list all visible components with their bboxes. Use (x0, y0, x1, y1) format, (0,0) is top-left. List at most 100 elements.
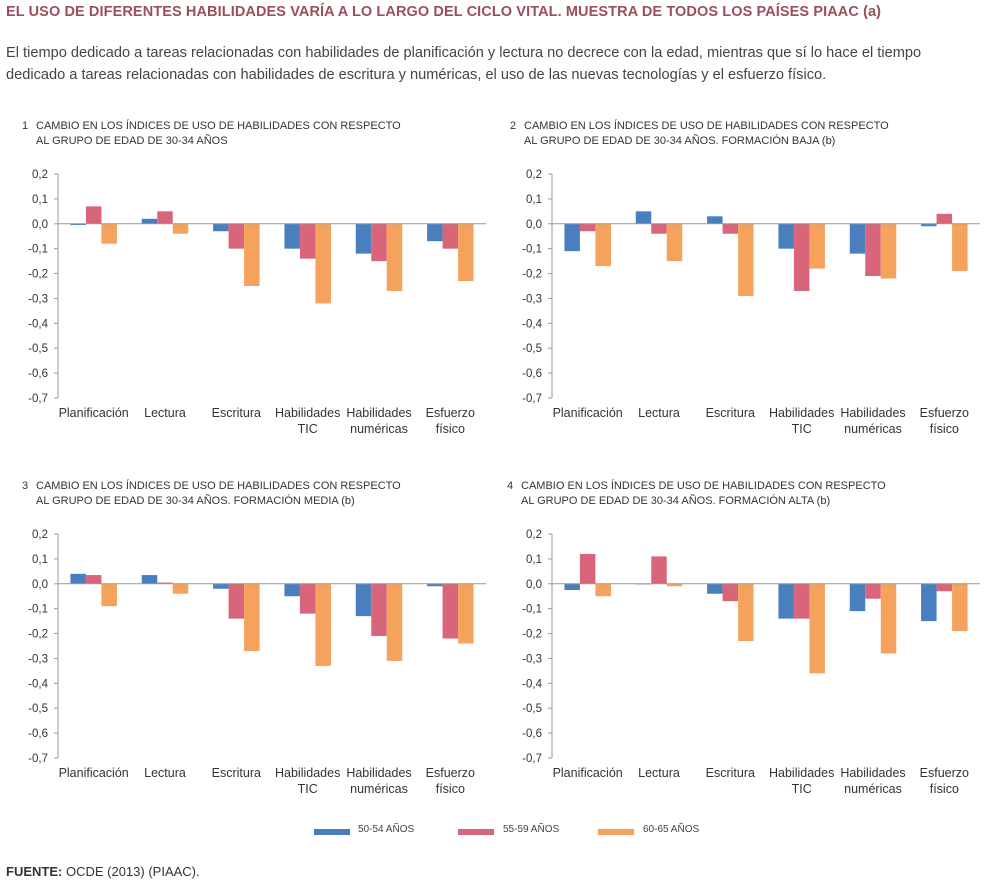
category-label: Habilidades (769, 406, 834, 420)
category-label: numéricas (844, 422, 902, 436)
category-label: Habilidades (840, 766, 905, 780)
y-tick-label: -0,7 (28, 393, 48, 405)
bar-3 (809, 583, 825, 674)
y-tick-label: -0,3 (522, 293, 542, 305)
y-tick-label: -0,4 (522, 678, 542, 690)
y-tick-label: -0,2 (28, 269, 48, 281)
y-tick-label: -0,1 (28, 604, 48, 616)
bar-1 (70, 223, 86, 226)
y-tick-label: 0,1 (32, 194, 48, 206)
bar-2 (299, 223, 316, 259)
legend-label-2: 55-59 AÑOS (503, 824, 560, 835)
legend-label-3: 60-65 AÑOS (643, 824, 700, 835)
category-label: Esfuerzo (426, 406, 475, 420)
y-tick-label: -0,4 (28, 318, 48, 330)
bar-3 (595, 583, 611, 597)
bar-2 (793, 583, 810, 619)
y-tick-label: -0,7 (522, 753, 542, 765)
bar-2 (442, 583, 459, 639)
bar-1 (355, 583, 372, 617)
source-text: OCDE (2013) (PIAAC). (65, 864, 200, 879)
category-label: Lectura (638, 406, 680, 420)
y-tick-label: -0,5 (28, 343, 48, 355)
category-label: Planificación (59, 766, 129, 780)
bar-1 (849, 223, 866, 254)
panel-2-title-note: (b) (821, 135, 836, 147)
bar-1 (141, 575, 158, 584)
category-label: TIC (792, 422, 812, 436)
y-tick-label: 0,1 (526, 194, 542, 206)
y-tick-label: -0,3 (28, 293, 48, 305)
bar-2 (722, 223, 739, 234)
bar-1 (849, 583, 866, 612)
y-tick-label: 0,1 (526, 554, 542, 566)
y-tick-label: 0,2 (526, 529, 542, 541)
y-tick-label: -0,4 (28, 678, 48, 690)
y-tick-label: -0,3 (522, 653, 542, 665)
panel-4-number: 4 (507, 480, 514, 492)
y-tick-label: 0,0 (32, 219, 48, 231)
y-tick-label: -0,6 (28, 728, 48, 740)
category-label: físico (436, 782, 465, 796)
y-tick-label: -0,5 (522, 343, 542, 355)
bar-1 (778, 223, 794, 249)
category-label: Planificación (553, 766, 623, 780)
category-label: TIC (792, 782, 812, 796)
bar-2 (371, 583, 387, 637)
bar-2 (371, 223, 387, 262)
subtitle: El tiempo dedicado a tareas relacionadas… (6, 45, 922, 83)
panel-2-number: 2 (510, 120, 517, 132)
bar-3 (172, 583, 189, 594)
bar-3 (666, 223, 683, 262)
bar-2 (865, 583, 881, 599)
bar-2 (865, 223, 881, 277)
bar-1 (778, 583, 794, 619)
bar-2 (936, 583, 953, 592)
chart-3: 0,2 0,1 0,0 -0,1 -0,2 -0,3 -0,4 -0,5 -0,6 -0,7 Pla… (28, 529, 486, 796)
bar-2 (85, 206, 102, 224)
category-label: Habilidades (769, 766, 834, 780)
category-label: Lectura (638, 766, 680, 780)
legend-swatch-1 (314, 829, 350, 835)
bar-1 (141, 218, 158, 224)
bar-1 (707, 583, 723, 594)
y-tick-label: 0,0 (32, 579, 48, 591)
category-label: Esfuerzo (426, 766, 475, 780)
category-label: TIC (298, 422, 318, 436)
bar-2 (157, 211, 173, 224)
category-label: Habilidades (346, 766, 411, 780)
bar-1 (213, 583, 229, 589)
bar-2 (579, 223, 596, 232)
y-tick-label: -0,2 (28, 629, 48, 641)
bar-2 (579, 553, 596, 584)
chart-1: 0,2 0,1 0,0 -0,1 -0,2 -0,3 -0,4 -0,5 -0,6 -0,7 Pla… (28, 169, 486, 436)
bar-3 (880, 583, 897, 654)
bar-2 (228, 223, 245, 249)
panel-4-title-line2: AL GRUPO DE EDAD DE 30-34 AÑOS. FORMACIÓ… (521, 495, 814, 507)
category-label: Habilidades (346, 406, 411, 420)
category-label: Escritura (212, 766, 261, 780)
category-label: Planificación (59, 406, 129, 420)
panel-3-number: 3 (22, 480, 29, 492)
chart-2: 0,2 0,1 0,0 -0,1 -0,2 -0,3 -0,4 -0,5 -0,6 -0,7 Pla… (522, 169, 980, 436)
bar-3 (172, 223, 189, 234)
bar-3 (101, 583, 117, 607)
bar-3 (386, 223, 403, 291)
category-label: Habilidades (275, 766, 340, 780)
bar-3 (738, 583, 754, 642)
source-note: FUENTE: OCDE (2013) (PIAAC). (6, 864, 200, 879)
y-tick-label: -0,7 (522, 393, 542, 405)
source-label: FUENTE: (6, 864, 63, 879)
panel-1-title: 1 CAMBIO EN LOS ÍNDICES DE USO DE HABILID… (22, 119, 401, 149)
category-label: Lectura (144, 766, 186, 780)
legend-swatch-3 (598, 829, 634, 835)
bar-3 (244, 223, 260, 286)
y-tick-label: 0,0 (526, 219, 542, 231)
panel-3-title-note: (b) (341, 495, 355, 507)
legend: 50-54 AÑOS 55-59 AÑOS 60-65 AÑOS (0, 824, 988, 840)
legend-label-1: 50-54 AÑOS (358, 824, 415, 835)
bar-2 (157, 582, 173, 584)
bar-1 (427, 223, 443, 242)
category-label: numéricas (350, 422, 408, 436)
bar-3 (952, 223, 968, 272)
